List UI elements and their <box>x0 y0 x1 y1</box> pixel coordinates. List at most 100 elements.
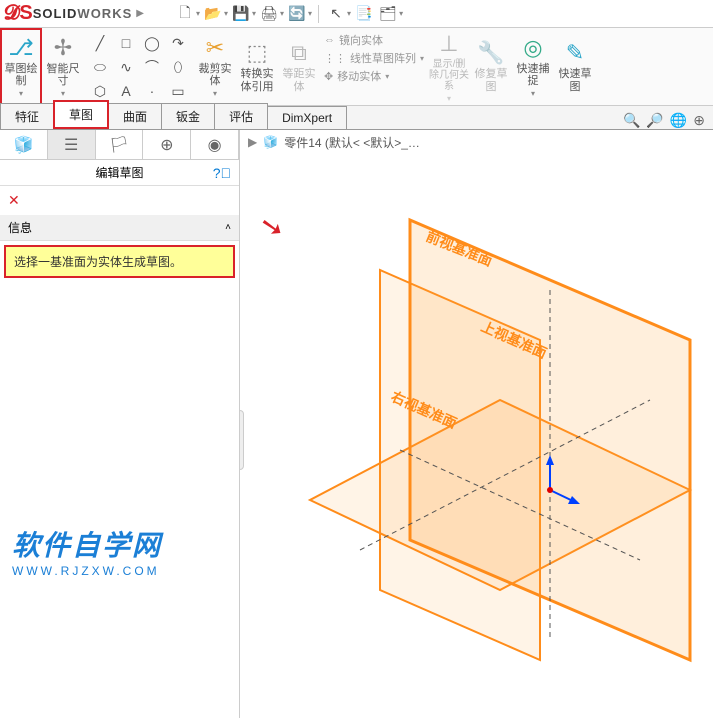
info-label: 信息 <box>8 219 32 236</box>
panel-tab-config[interactable]: 🏳 <box>96 130 144 159</box>
chevron-up-icon: ˄ <box>225 222 231 233</box>
transform-group: ⇔镜向实体 ⋮⋮线性草图阵列▾ ✥移动实体▾ <box>320 28 428 105</box>
sketch-tool-4[interactable]: ⬭ <box>88 56 112 78</box>
main-area: 🧊 ☰ 🏳 ⊕ ◉ 编辑草图 ?⃝ ✕ 信息 ˄ 选择一基准面为实体生成草图。 … <box>0 130 713 718</box>
offset-icon: ⧉ <box>291 40 307 66</box>
logo-icon: 𝓓S <box>4 2 33 25</box>
info-section: 信息 ˄ 选择一基准面为实体生成草图。 <box>0 215 239 282</box>
pattern-button: ⋮⋮线性草图阵列▾ <box>324 50 424 66</box>
mirror-icon: ⇔ <box>324 34 335 46</box>
print-icon[interactable]: 🖨 <box>258 3 280 25</box>
info-message: 选择一基准面为实体生成草图。 <box>4 245 235 278</box>
close-button[interactable]: ✕ <box>0 186 239 215</box>
save-icon[interactable]: 💾 <box>230 3 252 25</box>
repair-icon: 🔧 <box>477 40 504 66</box>
view-tool-2[interactable]: 🌐 <box>670 112 687 129</box>
tab-evaluate[interactable]: 评估 <box>214 103 268 129</box>
chevron-down-icon: ▾ <box>213 89 217 98</box>
sketch-tool-2[interactable]: ◯ <box>140 32 164 54</box>
sketch-icon: ⎇ <box>8 35 33 61</box>
chevron-down-icon[interactable]: ▾ <box>399 9 403 18</box>
cursor-icon[interactable]: ↖ <box>325 3 347 25</box>
breadcrumb: ▶ 🧊 零件14 (默认< <默认>_… <box>240 130 713 154</box>
open-icon[interactable]: 📂 <box>202 3 224 25</box>
snap-icon: ◎ <box>523 35 542 61</box>
sketch-tool-0[interactable]: ╱ <box>88 32 112 54</box>
part-icon: 🧊 <box>263 135 278 149</box>
chevron-down-icon[interactable]: ▾ <box>280 9 284 18</box>
trim-icon: ✂ <box>206 35 224 61</box>
sketch-tool-6[interactable]: ⌒ <box>140 56 164 78</box>
tab-dimxpert[interactable]: DimXpert <box>267 106 347 129</box>
quick-snap-button[interactable]: ◎ 快速捕捉 ▾ <box>512 28 554 105</box>
quick-sketch-icon: ✎ <box>566 40 584 66</box>
chevron-down-icon[interactable]: ▾ <box>347 9 351 18</box>
chevron-down-icon: ▾ <box>61 89 65 98</box>
command-tabs: 特征草图曲面钣金评估DimXpert🔍🔎🌐⊕ <box>0 106 713 130</box>
panel-tab-display[interactable]: ◉ <box>191 130 239 159</box>
sketch-tool-8[interactable]: ⬡ <box>88 80 112 102</box>
view-tool-1[interactable]: 🔎 <box>646 112 663 129</box>
relations-icon: ⊥ <box>439 31 458 57</box>
smart-dimension-button[interactable]: ✢ 智能尺寸 ▾ <box>42 28 84 105</box>
panel-tab-feature[interactable]: 🧊 <box>0 130 48 159</box>
config-icon[interactable]: 📑 <box>353 3 375 25</box>
quick-sketch-button[interactable]: ✎ 快速草图 <box>554 28 596 105</box>
chevron-down-icon[interactable]: ▾ <box>252 9 256 18</box>
chevron-down-icon: ▾ <box>19 89 23 98</box>
move-button: ✥移动实体▾ <box>324 68 424 84</box>
sketch-tool-11[interactable]: ▭ <box>166 80 190 102</box>
part-name[interactable]: 零件14 (默认< <默认>_… <box>284 134 420 151</box>
help-icon[interactable]: ?⃝ <box>213 165 231 181</box>
panel-tabs: 🧊 ☰ 🏳 ⊕ ◉ <box>0 130 239 160</box>
chevron-down-icon[interactable]: ▾ <box>308 9 312 18</box>
separator <box>318 5 319 23</box>
convert-label: 转换实体引用 <box>236 68 278 92</box>
sketch-tool-1[interactable]: □ <box>114 32 138 54</box>
sketch-tool-3[interactable]: ↷ <box>166 32 190 54</box>
collapse-icon[interactable]: ▶ <box>136 8 144 19</box>
splitter-handle[interactable] <box>240 410 244 470</box>
view-tools: 🔍 🔎 🌐 ⊕ <box>623 112 713 129</box>
trim-button[interactable]: ✂ 裁剪实体 ▾ <box>194 28 236 105</box>
sketch-tool-9[interactable]: A <box>114 80 138 102</box>
tab-sheetmetal[interactable]: 钣金 <box>161 103 215 129</box>
graphics-viewport[interactable]: ▶ 🧊 零件14 (默认< <默认>_… ➘ 前视基准面 上视基准面 <box>240 130 713 718</box>
brand-suffix: WORKS <box>77 6 132 21</box>
info-header[interactable]: 信息 ˄ <box>0 215 239 241</box>
new-doc-icon[interactable]: 🗋 <box>174 3 196 25</box>
watermark-url: WWW.RJZXW.COM <box>12 564 162 578</box>
smart-dim-label: 智能尺寸 <box>42 63 84 87</box>
offset-label: 等距实体 <box>278 68 320 92</box>
tab-sketch[interactable]: 草图 <box>53 100 109 129</box>
display-relations-button: ⊥ 显示/删除几何关系 ▾ <box>428 28 470 105</box>
title-bar: 𝓓S SOLIDWORKS ▶ 🗋▾📂▾💾▾🖨▾🔄▾↖▾📑🗂▾ <box>0 0 713 28</box>
sketch-label: 草图绘制 <box>2 63 40 87</box>
panel-tab-property[interactable]: ☰ <box>48 130 96 159</box>
sketch-tool-7[interactable]: ⬯ <box>166 56 190 78</box>
annotation-arrow: ➘ <box>257 208 286 245</box>
watermark: 软件自学网 WWW.RJZXW.COM <box>12 524 162 578</box>
feature-manager-panel: 🧊 ☰ 🏳 ⊕ ◉ 编辑草图 ?⃝ ✕ 信息 ˄ 选择一基准面为实体生成草图。 … <box>0 130 240 718</box>
chevron-down-icon[interactable]: ▾ <box>224 9 228 18</box>
watermark-text: 软件自学网 <box>12 524 162 564</box>
sketch-button[interactable]: ⎇ 草图绘制 ▾ <box>0 28 42 105</box>
view-tool-0[interactable]: 🔍 <box>623 112 640 129</box>
sketch-tools-grid: ╱□◯↷ ⬭∿⌒⬯ ⬡A·▭ <box>84 28 194 105</box>
chevron-down-icon[interactable]: ▾ <box>196 9 200 18</box>
sketch-tool-10[interactable]: · <box>140 80 164 102</box>
sketch-tool-5[interactable]: ∿ <box>114 56 138 78</box>
panel-header: 编辑草图 ?⃝ <box>0 160 239 186</box>
breadcrumb-arrow-icon[interactable]: ▶ <box>248 135 257 149</box>
options-icon[interactable]: 🗂 <box>377 3 399 25</box>
offset-button: ⧉ 等距实体 <box>278 28 320 105</box>
panel-tab-dim[interactable]: ⊕ <box>143 130 191 159</box>
refresh-icon[interactable]: 🔄 <box>286 3 308 25</box>
convert-button[interactable]: ⬚ 转换实体引用 <box>236 28 278 105</box>
view-tool-3[interactable]: ⊕ <box>693 112 705 129</box>
pattern-icon: ⋮⋮ <box>324 52 346 65</box>
dimension-icon: ✢ <box>54 35 72 61</box>
tab-features[interactable]: 特征 <box>0 103 54 129</box>
tab-surface[interactable]: 曲面 <box>108 103 162 129</box>
convert-icon: ⬚ <box>247 40 268 66</box>
